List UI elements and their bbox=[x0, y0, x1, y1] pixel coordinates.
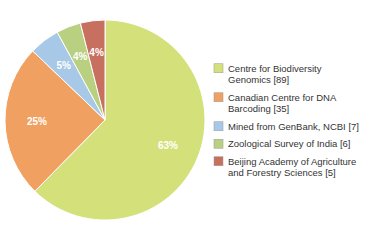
legend: Centre for BiodiversityGenomics [89] Cana… bbox=[214, 63, 359, 179]
data-label: 63% bbox=[158, 140, 178, 151]
data-label: 4% bbox=[73, 51, 88, 62]
legend-label: Mined from GenBank, NCBI [7] bbox=[228, 121, 359, 132]
pie-slice bbox=[80, 20, 105, 120]
legend-swatch bbox=[214, 157, 223, 166]
legend-swatch bbox=[214, 93, 223, 102]
data-label: 25% bbox=[27, 116, 47, 127]
legend-label: Beijing Academy of Agricultureand Forest… bbox=[228, 156, 356, 179]
legend-swatch bbox=[214, 64, 223, 73]
legend-swatch bbox=[214, 122, 223, 131]
data-label: 4% bbox=[89, 47, 104, 58]
slices bbox=[5, 20, 205, 220]
chart: 63%25%5%4%4%Centre for BiodiversityGenom… bbox=[0, 0, 380, 240]
legend-label: Canadian Centre for DNABarcoding [35] bbox=[228, 92, 337, 115]
legend-label: Zoological Survey of India [6] bbox=[228, 138, 351, 149]
data-label: 5% bbox=[56, 60, 71, 71]
slice-labels: 63%25%5%4%4% bbox=[27, 47, 178, 151]
legend-label: Centre for BiodiversityGenomics [89] bbox=[228, 63, 322, 86]
legend-swatch bbox=[214, 139, 223, 148]
